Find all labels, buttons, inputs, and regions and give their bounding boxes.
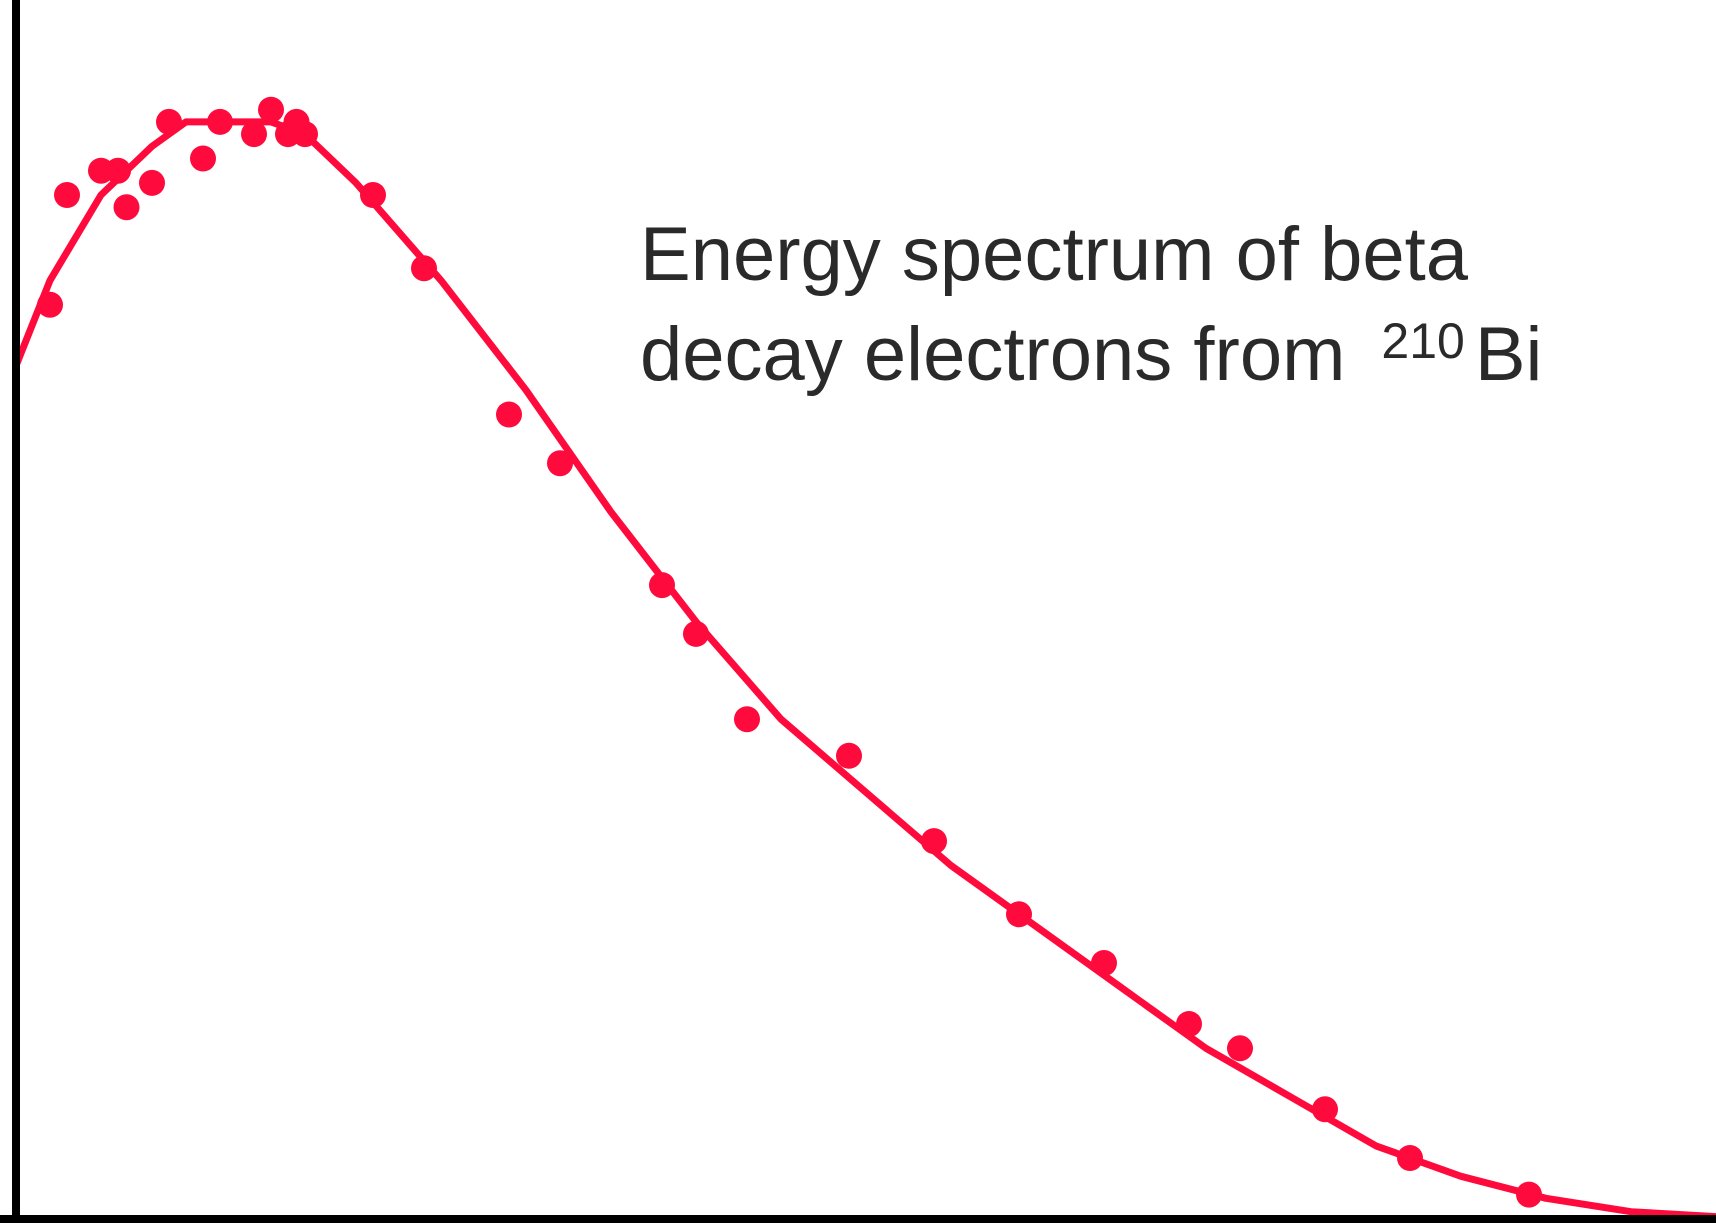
data-point bbox=[734, 706, 760, 733]
data-point bbox=[360, 182, 386, 208]
data-point bbox=[836, 742, 862, 769]
data-point bbox=[411, 255, 437, 282]
data-point bbox=[1312, 1096, 1338, 1123]
data-point bbox=[258, 96, 284, 123]
annotation-line-1: Energy spectrum of beta bbox=[640, 212, 1468, 297]
data-point bbox=[496, 401, 522, 428]
data-point bbox=[156, 108, 182, 135]
data-point bbox=[207, 108, 233, 135]
data-point bbox=[1516, 1181, 1542, 1208]
data-point bbox=[1397, 1145, 1423, 1171]
annotation-line-2-text: decay electrons from bbox=[640, 312, 1346, 397]
data-point bbox=[683, 620, 709, 647]
data-point bbox=[113, 194, 140, 221]
data-layer bbox=[12, 96, 1716, 1221]
data-point bbox=[1091, 950, 1117, 976]
isotope-mass-number: 210 bbox=[1381, 313, 1465, 369]
data-point bbox=[37, 291, 63, 318]
data-point bbox=[292, 121, 318, 148]
chart-annotation: Energy spectrum of beta decay electrons … bbox=[640, 205, 1542, 405]
data-point bbox=[139, 169, 165, 196]
data-point bbox=[547, 450, 573, 477]
element-symbol: Bi bbox=[1474, 312, 1543, 397]
data-point bbox=[190, 145, 216, 172]
annotation-line-2: decay electrons from 210 Bi bbox=[640, 305, 1542, 405]
data-point bbox=[649, 572, 675, 599]
data-point bbox=[54, 182, 80, 208]
data-point bbox=[105, 157, 131, 184]
data-point bbox=[241, 121, 267, 148]
data-point bbox=[1176, 1011, 1202, 1037]
data-point bbox=[921, 828, 947, 855]
data-point bbox=[1006, 901, 1032, 928]
data-point bbox=[1227, 1035, 1253, 1062]
